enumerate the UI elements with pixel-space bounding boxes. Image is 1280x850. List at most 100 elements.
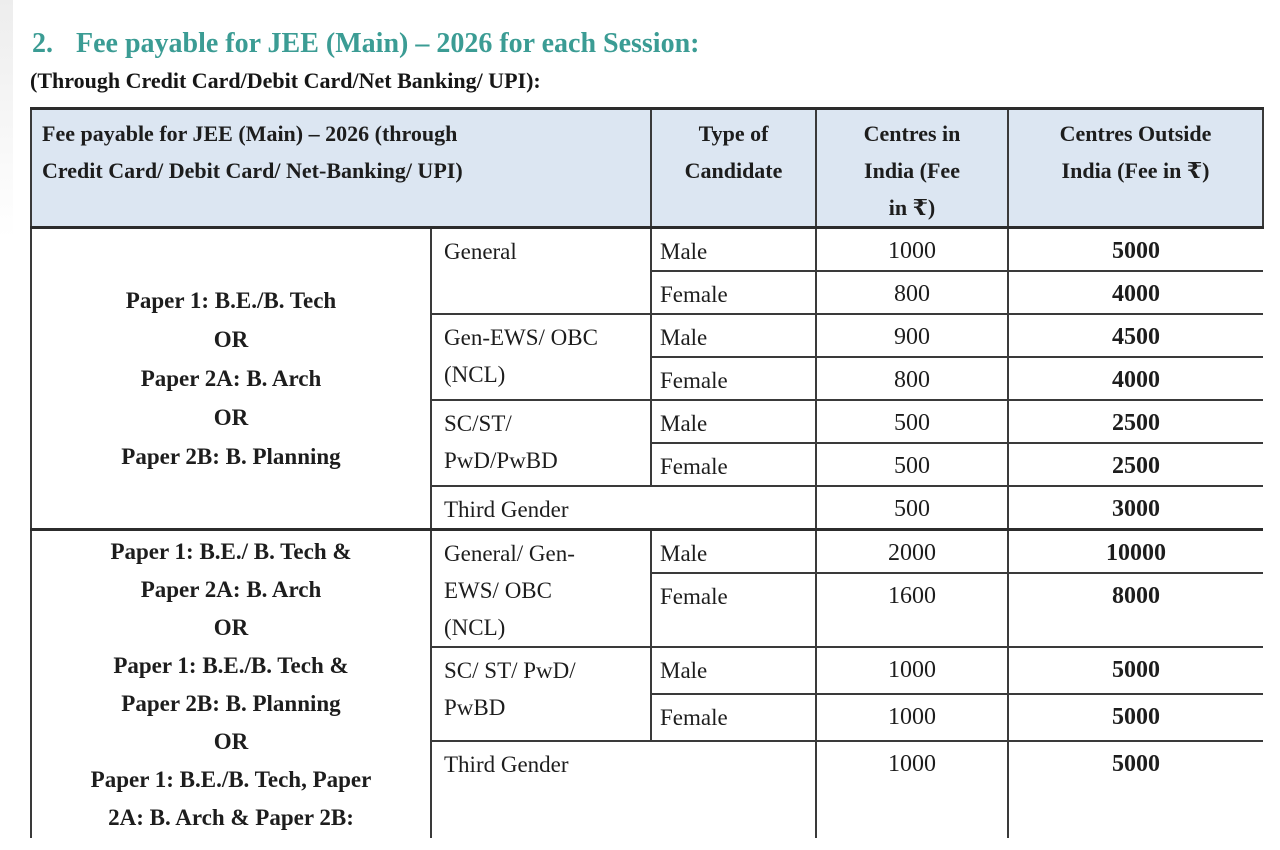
fee-row: Third Gender 1000 5000 <box>31 740 1263 838</box>
section-heading: 2. Fee payable for JEE (Main) – 2026 for… <box>32 26 1280 62</box>
fee-outside-cell: 2500 <box>1007 399 1263 444</box>
gender-cell: Female <box>650 356 817 401</box>
category-line: Third Gender <box>444 752 569 777</box>
category-cell: Third Gender <box>430 485 817 531</box>
category-line: Third Gender <box>444 497 569 522</box>
header-line: India (Fee <box>864 158 960 183</box>
papers-cell-section2: Paper 1: B.E./ B. Tech & Paper 2A: B. Ar… <box>30 528 432 838</box>
category-cell: SC/ST/ PwD/PwBD <box>430 399 652 487</box>
fee-row: Gen-EWS/ OBC (NCL) Male 900 4500 <box>31 313 1263 401</box>
paper-line: OR <box>213 405 249 430</box>
section-title: Fee payable for JEE (Main) – 2026 for ea… <box>76 28 700 59</box>
papers-cell-section1: Paper 1: B.E./B. Tech OR Paper 2A: B. Ar… <box>30 226 432 531</box>
fee-row: SC/ST/ PwD/PwBD Male 500 2500 <box>31 399 1263 487</box>
header-line: Centres in <box>863 121 961 146</box>
fee-outside-cell: 4500 <box>1007 313 1263 358</box>
gender-cell: Female <box>650 572 817 648</box>
paper-line: Paper 1: B.E./B. Tech & <box>113 653 349 678</box>
header-centres-outside: Centres Outside India (Fee in ₹) <box>1007 107 1264 229</box>
fee-india-cell: 2000 <box>815 528 1009 574</box>
paper-line: OR <box>213 615 249 640</box>
paper-line: Paper 1: B.E./B. Tech <box>125 288 337 313</box>
fee-india-cell: 1600 <box>815 572 1009 648</box>
category-line: EWS/ OBC <box>444 578 552 603</box>
fee-india-cell: 500 <box>815 485 1009 531</box>
fee-outside-cell: 4000 <box>1007 270 1263 315</box>
fee-outside-cell: 3000 <box>1007 485 1263 531</box>
header-candidate-type: Type of Candidate <box>650 107 817 229</box>
fee-row: Female 800 4000 <box>31 356 1263 401</box>
header-line: Type of <box>698 121 769 146</box>
header-line: Credit Card/ Debit Card/ Net-Banking/ UP… <box>42 158 463 183</box>
fee-india-cell: 800 <box>815 356 1009 401</box>
fee-outside-cell: 5000 <box>1007 693 1263 742</box>
paper-line: Paper 2B: B. Planning <box>121 444 341 469</box>
fee-outside-cell: 5000 <box>1007 740 1263 838</box>
fee-row: Female 1600 8000 <box>31 572 1263 648</box>
gender-cell: Male <box>650 646 817 695</box>
fee-row: Female 500 2500 <box>31 442 1263 487</box>
category-line: SC/ST/ <box>444 411 512 436</box>
payment-methods-note: (Through Credit Card/Debit Card/Net Bank… <box>30 68 541 93</box>
gender-cell: Female <box>650 270 817 315</box>
header-fee-payable: Fee payable for JEE (Main) – 2026 (throu… <box>30 107 652 229</box>
category-line: General <box>444 239 517 264</box>
fee-outside-cell: 5000 <box>1007 226 1263 272</box>
fee-row: Third Gender 500 3000 <box>31 485 1263 531</box>
paper-line: OR <box>213 729 249 754</box>
fee-row: SC/ ST/ PwD/ PwBD Male 1000 5000 <box>31 646 1263 742</box>
fee-india-cell: 1000 <box>815 646 1009 695</box>
header-line: Centres Outside <box>1059 121 1212 146</box>
fee-india-cell: 1000 <box>815 740 1009 838</box>
paper-line: OR <box>213 327 249 352</box>
category-line: General/ Gen- <box>444 541 575 566</box>
fee-india-cell: 500 <box>815 442 1009 487</box>
fee-row: Female 800 4000 <box>31 270 1263 315</box>
paper-line: Paper 2A: B. Arch <box>140 577 322 602</box>
header-line: Fee payable for JEE (Main) – 2026 (throu… <box>42 121 458 146</box>
gender-cell: Male <box>650 226 817 272</box>
fee-india-cell: 500 <box>815 399 1009 444</box>
paper-line: Paper 1: B.E./ B. Tech & <box>110 539 352 564</box>
header-row: Fee payable for JEE (Main) – 2026 (throu… <box>30 107 1264 229</box>
category-cell: General/ Gen- EWS/ OBC (NCL) <box>430 528 652 648</box>
paper-line: Paper 2A: B. Arch <box>140 366 322 391</box>
category-line: SC/ ST/ PwD/ <box>444 658 576 683</box>
section-number: 2. <box>32 28 53 59</box>
fee-outside-cell: 5000 <box>1007 646 1263 695</box>
page-edge-shadow <box>0 0 13 280</box>
fee-india-cell: 800 <box>815 270 1009 315</box>
paper-line: B. Planning <box>40 837 422 838</box>
fee-outside-cell: 2500 <box>1007 442 1263 487</box>
fee-table: Fee payable for JEE (Main) – 2026 (throu… <box>30 107 1264 838</box>
gender-cell: Male <box>650 313 817 358</box>
paper-line: Paper 1: B.E./B. Tech, Paper <box>90 767 372 792</box>
fee-row: Paper 1: B.E./ B. Tech & Paper 2A: B. Ar… <box>30 528 1263 838</box>
category-line: PwBD <box>444 695 506 720</box>
category-cell: Third Gender <box>430 740 817 838</box>
header-centres-india: Centres in India (Fee in ₹) <box>815 107 1009 229</box>
category-line: Gen-EWS/ OBC <box>444 325 598 350</box>
gender-cell: Male <box>650 528 817 574</box>
category-line: (NCL) <box>444 362 506 387</box>
gender-cell: Female <box>650 442 817 487</box>
category-line: (NCL) <box>444 615 506 640</box>
category-cell: General <box>430 226 652 315</box>
fee-india-cell: 1000 <box>815 693 1009 742</box>
fee-outside-cell: 10000 <box>1007 528 1263 574</box>
category-line: PwD/PwBD <box>444 448 558 473</box>
fee-india-cell: 900 <box>815 313 1009 358</box>
category-cell: SC/ ST/ PwD/ PwBD <box>430 646 652 742</box>
fee-india-cell: 1000 <box>815 226 1009 272</box>
gender-cell: Male <box>650 399 817 444</box>
paper-line: Paper 2B: B. Planning <box>121 691 341 716</box>
paper-line: 2A: B. Arch & Paper 2B: <box>108 805 354 830</box>
fee-outside-cell: 4000 <box>1007 356 1263 401</box>
header-line: India (Fee in ₹) <box>1061 158 1210 183</box>
category-cell: Gen-EWS/ OBC (NCL) <box>430 313 652 401</box>
header-line: Candidate <box>684 158 783 183</box>
gender-cell: Female <box>650 693 817 742</box>
fee-outside-cell: 8000 <box>1007 572 1263 648</box>
